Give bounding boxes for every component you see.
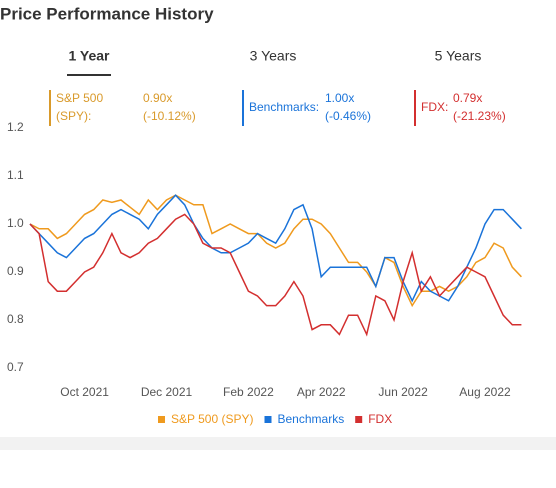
y-tick-label: 1.2 xyxy=(7,120,24,134)
y-tick-label: 0.8 xyxy=(7,312,24,326)
summary-ratio: 1.00x xyxy=(325,91,354,105)
tab-underline xyxy=(67,74,111,76)
x-tick-label: Dec 2021 xyxy=(141,385,193,399)
summary-label: S&P 500 (SPY): xyxy=(56,91,103,123)
y-tick-label: 1.0 xyxy=(7,216,24,230)
summary-ratio: 0.90x xyxy=(143,91,172,105)
summary-label: FDX: xyxy=(421,100,448,114)
chart-title: Price Performance History xyxy=(0,4,214,23)
legend-swatch[interactable] xyxy=(158,416,165,423)
x-tick-label: Oct 2021 xyxy=(60,385,109,399)
legend-label[interactable]: Benchmarks xyxy=(278,412,345,426)
summary-bar xyxy=(242,90,244,126)
summary-bar xyxy=(49,90,51,126)
summary-label: Benchmarks: xyxy=(249,100,319,114)
series-line xyxy=(29,194,522,308)
legend-swatch[interactable] xyxy=(355,416,363,423)
summary-change: (-10.12%) xyxy=(143,109,196,123)
legend-label[interactable]: S&P 500 (SPY) xyxy=(171,412,254,426)
summary-ratio: 0.79x xyxy=(453,91,482,105)
summary-change: (-21.23%) xyxy=(453,109,506,123)
y-tick-label: 0.7 xyxy=(7,360,24,374)
legend-label[interactable]: FDX xyxy=(368,412,392,426)
x-tick-label: Aug 2022 xyxy=(459,385,511,399)
series-line xyxy=(29,213,522,337)
summary-change: (-0.46%) xyxy=(325,109,371,123)
tab[interactable]: 5 Years xyxy=(435,48,482,64)
legend-swatch[interactable] xyxy=(264,416,272,423)
footer-band xyxy=(0,437,556,450)
summary-bar xyxy=(414,90,416,126)
x-tick-label: Apr 2022 xyxy=(297,385,346,399)
tab[interactable]: 1 Year xyxy=(68,48,110,64)
y-tick-label: 0.9 xyxy=(7,264,24,278)
x-tick-label: Jun 2022 xyxy=(378,385,428,399)
x-tick-label: Feb 2022 xyxy=(223,385,274,399)
y-tick-label: 1.1 xyxy=(7,168,24,182)
tab[interactable]: 3 Years xyxy=(250,48,297,64)
